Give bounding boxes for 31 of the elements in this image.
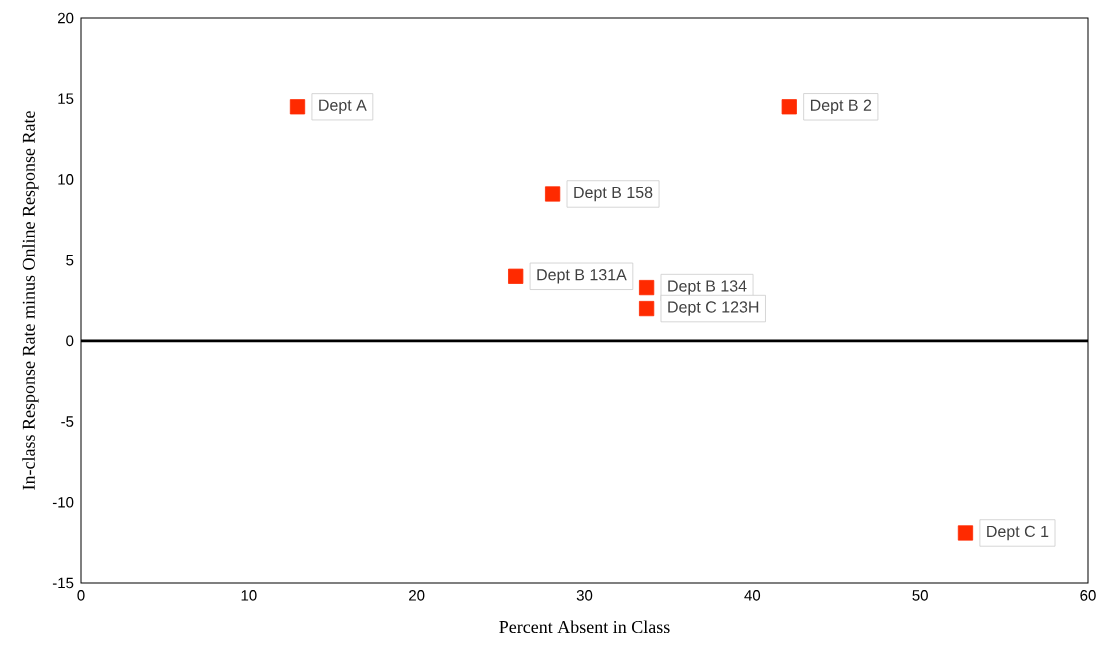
annotation: Dept B 131A (537, 269, 627, 284)
x-tick-label: 20 (409, 590, 425, 601)
y-tick-label: -10 (52, 496, 74, 508)
x-tick-label: 60 (1080, 590, 1096, 601)
annotation: Dept A (319, 99, 367, 114)
y-tick-label: 20 (58, 12, 74, 24)
point (545, 186, 561, 202)
point (508, 268, 524, 284)
x-tick-label: 50 (912, 590, 928, 601)
annotation: Dept B 134 (668, 280, 747, 295)
x-tick-label: 0 (77, 590, 85, 601)
x-tick-label: 40 (744, 590, 761, 601)
annotation: Dept C 1 (987, 525, 1049, 541)
y-axis-title: In-class Response Rate minus Online Response Rate (22, 111, 39, 490)
point (957, 525, 974, 541)
point (639, 279, 655, 296)
point (289, 99, 306, 115)
y-tick-label: 15 (58, 93, 74, 104)
annotation: Dept B 2 (810, 99, 872, 115)
point (639, 300, 655, 317)
y-tick-label: 10 (58, 174, 74, 185)
y-tick-label: -5 (61, 416, 74, 427)
annotation: Dept B 158 (574, 186, 653, 202)
y-tick-label: 5 (66, 254, 74, 266)
y-tick-label: 0 (66, 335, 74, 347)
x-tick-label: 30 (576, 590, 593, 601)
x-axis-title: Percent Absent in Class (499, 620, 670, 634)
x-tick-label: 10 (241, 590, 257, 601)
y-tick-label: -15 (52, 577, 74, 589)
point (781, 99, 797, 115)
annotation: Dept C 123H (668, 301, 759, 316)
